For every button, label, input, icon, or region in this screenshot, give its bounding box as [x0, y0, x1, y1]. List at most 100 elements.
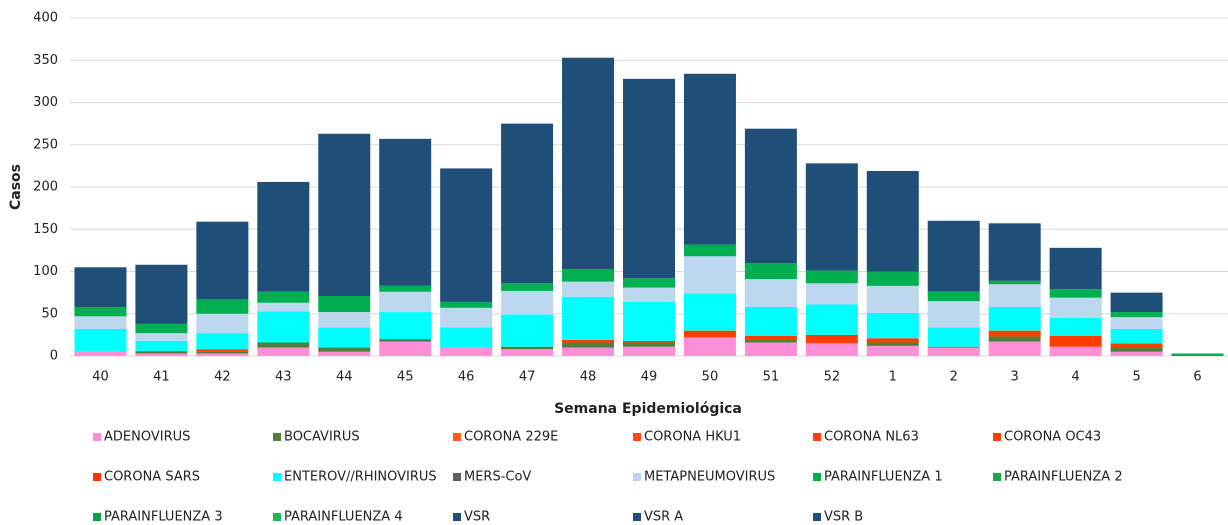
bar-segment — [257, 311, 310, 343]
legend-label: PARAINFLUENZA 2 — [1004, 470, 1123, 485]
legend-swatch — [813, 513, 821, 521]
bar-segment — [501, 123, 554, 284]
bar-segment — [379, 312, 432, 340]
bar-segment — [196, 299, 249, 314]
bar-segment — [440, 168, 493, 302]
legend-label: MERS-CoV — [464, 470, 531, 485]
bar-segment — [1049, 335, 1102, 347]
bar-segment — [1171, 353, 1224, 356]
y-tick-label: 250 — [33, 137, 58, 152]
legend-label: VSR — [464, 510, 490, 525]
bar-segment — [1110, 347, 1163, 352]
legend-label: METAPNEUMOVIRUS — [644, 470, 775, 485]
bar-segment — [440, 347, 493, 356]
bar-segment — [805, 270, 858, 284]
legend-swatch — [273, 513, 281, 521]
bar-segment — [501, 349, 554, 356]
bar-segment — [318, 351, 371, 356]
bar-segment — [988, 341, 1041, 356]
bar-segment — [866, 345, 919, 356]
bar-segment — [562, 281, 615, 297]
legend-label: CORONA NL63 — [824, 430, 919, 445]
bar-segment — [379, 341, 432, 356]
bar-segment — [744, 263, 797, 280]
bar-segment — [927, 301, 980, 328]
bar-segment — [623, 78, 675, 279]
y-tick-label: 350 — [33, 53, 58, 68]
bar-segment — [135, 350, 188, 352]
x-tick-label: 46 — [458, 370, 475, 385]
bar-segment — [866, 342, 919, 346]
bar-segment — [623, 301, 675, 341]
bar-segment — [683, 256, 736, 294]
bar-segment — [379, 138, 432, 286]
bar-segment — [318, 347, 371, 352]
y-tick-label: 0 — [50, 349, 58, 364]
bar-segment — [135, 333, 188, 341]
bar-segment — [1110, 292, 1163, 313]
bar-segment — [623, 346, 675, 356]
bar-segment — [379, 291, 432, 313]
bar-segment — [318, 133, 371, 297]
bar-segment — [683, 244, 736, 257]
legend-swatch — [633, 473, 641, 481]
bar-segment — [562, 342, 615, 348]
bar-segment — [562, 268, 615, 282]
legend-label: CORONA OC43 — [1004, 430, 1101, 445]
legend-label: CORONA HKU1 — [644, 430, 741, 445]
bar-segment — [1110, 312, 1163, 318]
bar-segment — [135, 323, 188, 334]
bar-segment — [74, 316, 127, 329]
legend-label: VSR A — [644, 510, 683, 525]
bar-segment — [74, 328, 127, 351]
legend-swatch — [633, 433, 641, 441]
legend-swatch — [453, 473, 461, 481]
bar-segment — [744, 335, 797, 340]
bar-segment — [379, 339, 432, 342]
legend-label: VSR B — [824, 510, 863, 525]
legend-swatch — [993, 473, 1001, 481]
bar-segment — [988, 330, 1041, 337]
bar-segment — [196, 313, 249, 334]
legend-swatch — [633, 513, 641, 521]
x-tick-label: 41 — [153, 370, 170, 385]
x-tick-label: 44 — [336, 370, 353, 385]
bar-segment — [623, 342, 675, 347]
legend-swatch — [453, 433, 461, 441]
bar-segment — [1049, 247, 1102, 290]
legend-swatch — [273, 433, 281, 441]
x-tick-label: 2 — [950, 370, 958, 385]
bar-segment — [501, 290, 554, 315]
bar-segment — [1110, 343, 1163, 348]
legend-swatch — [273, 473, 281, 481]
bar-segment — [805, 334, 858, 344]
bar-segment — [257, 347, 310, 356]
bar-segment — [683, 330, 736, 338]
x-tick-label: 5 — [1132, 370, 1140, 385]
bar-segment — [927, 291, 980, 302]
bar-segment — [562, 296, 615, 340]
bar-segment — [744, 128, 797, 264]
legend-swatch — [93, 433, 101, 441]
legend-label: ADENOVIRUS — [104, 430, 190, 445]
y-tick-label: 200 — [33, 180, 58, 195]
bar-segment — [196, 353, 249, 356]
bar-segment — [744, 339, 797, 343]
x-tick-label: 48 — [580, 370, 597, 385]
bar-segment — [744, 342, 797, 356]
bar-segment — [196, 333, 249, 350]
legend-swatch — [93, 513, 101, 521]
bar-segment — [927, 220, 980, 292]
bar-segment — [623, 340, 675, 343]
bar-segment — [623, 278, 675, 288]
bar-segment — [805, 283, 858, 305]
bar-segment — [1049, 346, 1102, 356]
x-tick-label: 4 — [1071, 370, 1079, 385]
x-tick-label: 49 — [641, 370, 658, 385]
legend-swatch — [813, 433, 821, 441]
legend-label: CORONA 229E — [464, 430, 558, 445]
x-tick-label: 40 — [92, 370, 109, 385]
bar-segment — [988, 284, 1041, 307]
x-tick-label: 42 — [214, 370, 231, 385]
